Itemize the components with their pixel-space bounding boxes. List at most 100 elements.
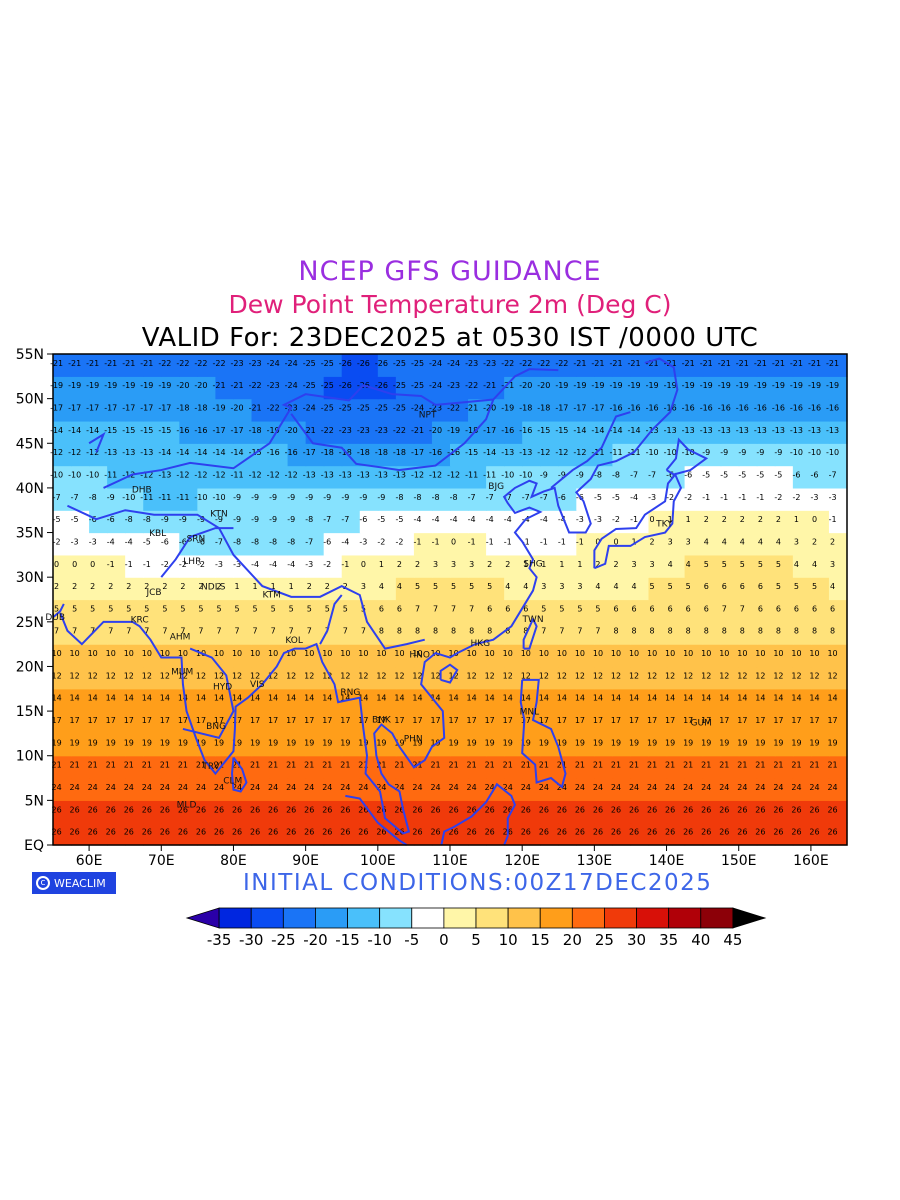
field-cell: [71, 487, 90, 511]
field-cell: [612, 666, 632, 690]
field-cell: [666, 420, 686, 444]
field-cell: [486, 822, 505, 846]
grid-value: 26: [412, 828, 422, 837]
field-cell: [395, 443, 415, 467]
grid-value: 26: [647, 805, 657, 814]
grid-value: 4: [523, 582, 528, 591]
station-label: PHN: [404, 734, 423, 744]
field-cell: [828, 822, 848, 846]
field-cell: [738, 688, 758, 712]
station-label: GUM: [691, 718, 712, 728]
field-cell: [161, 666, 180, 690]
field-cell: [161, 443, 180, 467]
grid-value: -22: [249, 381, 262, 390]
grid-value: -21: [465, 404, 478, 413]
field-cell: [395, 577, 415, 601]
grid-value: 10: [791, 649, 801, 658]
grid-value: 10: [376, 649, 386, 658]
field-cell: [341, 510, 361, 534]
grid-value: 26: [647, 828, 657, 837]
coastline: [160, 527, 234, 578]
field-cell: [738, 621, 758, 645]
field-cell: [576, 554, 595, 578]
field-cell: [233, 666, 253, 690]
field-cell: [143, 599, 162, 623]
grid-value: -11: [231, 471, 244, 480]
grid-value: 17: [449, 716, 459, 725]
grid-value: -21: [826, 359, 839, 368]
field-cell: [738, 532, 758, 556]
field-cell: [738, 465, 758, 489]
field-cell: [540, 532, 559, 556]
grid-value: -6: [811, 471, 819, 480]
grid-value: 6: [487, 604, 492, 613]
grid-value: -3: [594, 515, 602, 524]
field-cell: [630, 621, 650, 645]
grid-value: -5: [377, 515, 385, 524]
field-cell: [774, 554, 794, 578]
field-cell: [576, 711, 595, 735]
grid-value: -24: [285, 381, 298, 390]
field-cell: [251, 420, 271, 444]
grid-value: 26: [268, 805, 278, 814]
grid-value: 2: [126, 582, 131, 591]
field-cell: [179, 420, 198, 444]
grid-value: -8: [395, 493, 403, 502]
station-label: TRV: [201, 762, 220, 772]
grid-value: 10: [521, 649, 531, 658]
grid-value: 0: [72, 560, 77, 569]
grid-value: -1: [576, 537, 584, 546]
field-cell: [828, 778, 848, 801]
grid-value: 26: [376, 805, 386, 814]
grid-value: 26: [88, 828, 98, 837]
field-cell: [558, 420, 577, 444]
field-cell: [540, 755, 559, 779]
grid-value: 19: [70, 738, 80, 747]
grid-value: 6: [505, 604, 510, 613]
grid-value: 10: [629, 649, 639, 658]
grid-value: 1: [523, 560, 528, 569]
grid-value: 14: [575, 694, 585, 703]
field-cell: [269, 354, 289, 377]
field-cell: [413, 554, 433, 578]
field-cell: [792, 465, 812, 489]
grid-value: -7: [486, 493, 494, 502]
colorbar-arrow-low: [185, 907, 220, 929]
colorbar-swatch: [636, 907, 670, 929]
field-cell: [323, 376, 343, 400]
field-cell: [774, 644, 794, 668]
grid-value: 21: [160, 761, 170, 770]
grid-value: 12: [322, 671, 332, 680]
grid-value: -19: [682, 381, 695, 390]
grid-value: 19: [160, 738, 170, 747]
grid-value: 10: [394, 649, 404, 658]
grid-value: -11: [140, 493, 153, 502]
field-cell: [612, 532, 632, 556]
field-cell: [395, 376, 415, 400]
field-cell: [161, 487, 180, 511]
grid-value: -10: [808, 448, 821, 457]
grid-value: 24: [809, 783, 819, 792]
field-cell: [179, 800, 198, 824]
grid-value: 7: [253, 627, 258, 636]
grid-value: 14: [737, 694, 747, 703]
field-cell: [828, 510, 848, 534]
lat-tick-label: 25N: [16, 615, 44, 631]
field-cell: [612, 354, 632, 377]
grid-value: -21: [628, 359, 641, 368]
field-cell: [576, 420, 595, 444]
grid-value: 14: [124, 694, 134, 703]
grid-value: 21: [214, 761, 224, 770]
field-cell: [431, 577, 451, 601]
field-cell: [468, 443, 487, 467]
grid-value: 14: [593, 694, 603, 703]
field-cell: [323, 465, 343, 489]
colorbar-label: -5: [404, 931, 419, 949]
field-cell: [431, 443, 451, 467]
field-cell: [161, 644, 180, 668]
field-cell: [179, 398, 198, 422]
grid-value: 10: [701, 649, 711, 658]
grid-value: -2: [684, 493, 692, 502]
grid-value: -16: [736, 404, 749, 413]
field-cell: [594, 465, 614, 489]
